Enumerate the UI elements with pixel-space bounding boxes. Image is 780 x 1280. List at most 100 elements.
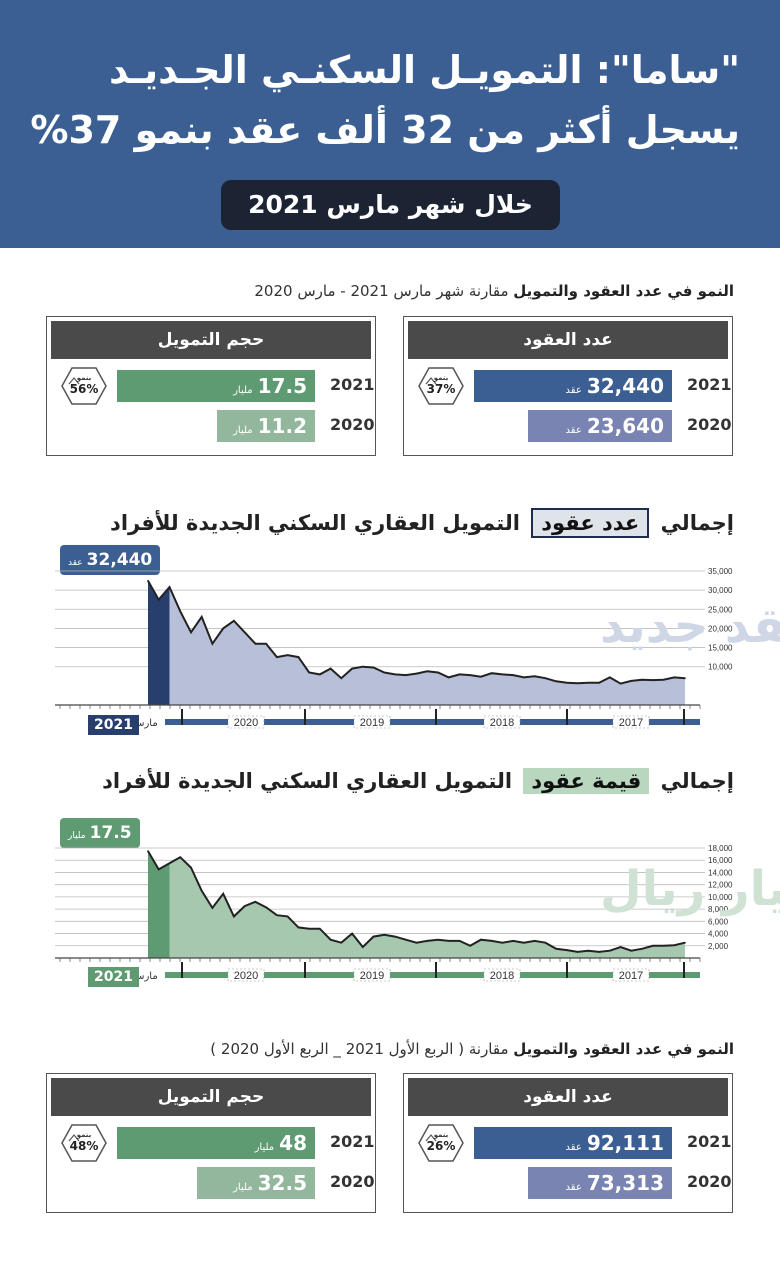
data-point	[609, 676, 611, 679]
callout-unit: عقد	[68, 558, 83, 568]
growth-value: 48%	[69, 1139, 99, 1153]
y-tick-label: 25,000	[708, 605, 733, 614]
data-point	[394, 673, 396, 676]
bar-unit: مليار	[233, 385, 253, 396]
year-label-box	[227, 715, 265, 729]
data-point	[512, 940, 514, 942]
data-point	[501, 941, 504, 944]
data-point	[308, 671, 310, 674]
data-point	[372, 935, 375, 938]
bar-2021: 92,111 عقد	[474, 1127, 672, 1159]
growth-badge: بنمو 37%	[418, 366, 464, 406]
data-point	[662, 945, 665, 947]
section-heading-month: النمو في عدد العقود والتمويل مقارنة شهر …	[254, 282, 734, 300]
year-label-box	[353, 968, 391, 982]
chart2-callout: 17.5مليار	[60, 818, 140, 848]
year-label-2021: 2021	[330, 1132, 375, 1151]
chart1-area-chart: 10,000 15,000 20,000 25,000 30,000 35,000 عقد …	[55, 567, 780, 729]
callout-unit: مليار	[68, 831, 86, 841]
data-point	[147, 850, 149, 852]
chart-watermark: مليار ريال	[600, 861, 780, 917]
series-area	[148, 580, 685, 705]
data-point	[555, 680, 557, 683]
data-point	[566, 949, 568, 951]
y-tick-label: 30,000	[708, 586, 733, 595]
y-tick-label: 4,000	[708, 930, 729, 939]
data-point	[222, 627, 224, 630]
data-point	[340, 677, 343, 679]
section-heading-bold: النمو في عدد العقود والتمويل	[513, 282, 734, 300]
year-label: 2018	[490, 717, 514, 729]
section-heading-quarter: النمو في عدد العقود والتمويل مقارنة ( ال…	[210, 1040, 734, 1058]
year-label: 2019	[360, 970, 384, 982]
data-point	[437, 938, 439, 941]
data-point	[319, 927, 321, 930]
data-point	[490, 672, 493, 674]
hero-banner: "ساما": التمويـل السكنـي الجـديـد يسجل أ…	[0, 0, 780, 248]
data-point	[544, 677, 547, 679]
data-point	[179, 610, 181, 612]
data-point	[630, 680, 633, 682]
y-tick-label: 16,000	[708, 856, 733, 865]
data-point	[351, 667, 353, 670]
year-strip	[165, 719, 700, 725]
bar-2021: 17.5 مليار	[117, 370, 315, 402]
year-label-box	[227, 968, 265, 982]
year-label-2020: 2020	[687, 1172, 732, 1191]
growth-value: 56%	[69, 382, 99, 396]
data-point	[362, 665, 364, 668]
data-point	[576, 951, 579, 953]
card-title: حجم التمويل	[51, 321, 371, 359]
chart-heading-pre: إجمالي	[660, 511, 734, 535]
chart2-area-chart: 2,000 4,000 6,000 8,000 10,000 12,000 14,000 16…	[55, 844, 780, 982]
callout-value: 17.5	[89, 823, 132, 843]
bar-value: 11.2	[257, 414, 307, 438]
chart-heading-post: التمويل العقاري السكني الجديدة للأفراد	[110, 511, 520, 535]
data-point	[501, 673, 504, 676]
data-point	[200, 616, 203, 618]
data-point	[652, 679, 654, 681]
data-point	[211, 907, 214, 909]
bar-unit: عقد	[565, 425, 582, 436]
chart1-year-tag: 2021	[88, 715, 139, 735]
data-point	[458, 673, 461, 676]
data-point	[233, 620, 235, 622]
data-point	[157, 598, 160, 601]
data-point	[405, 674, 407, 676]
year-label-2021: 2021	[687, 375, 732, 394]
bar-2021: 48 مليار	[117, 1127, 315, 1159]
data-point	[276, 914, 278, 916]
data-point	[684, 677, 686, 679]
data-point	[469, 674, 472, 676]
data-point	[351, 932, 353, 935]
data-point	[297, 926, 300, 929]
year-label: 2020	[234, 717, 258, 729]
y-tick-label: 14,000	[708, 868, 733, 877]
callout-value: 32,440	[86, 550, 153, 570]
y-tick-label: 10,000	[708, 663, 733, 672]
data-point	[619, 946, 622, 948]
data-point	[362, 946, 364, 948]
year-label-2020: 2020	[687, 415, 732, 434]
growth-value: 26%	[426, 1139, 456, 1153]
data-point	[684, 941, 686, 944]
hexagon-icon	[61, 367, 107, 405]
year-label-box	[483, 715, 521, 729]
data-point	[286, 654, 289, 656]
data-point	[480, 675, 482, 678]
bar-unit: مليار	[233, 1182, 253, 1193]
growth-label: بنمو	[433, 374, 449, 382]
data-point	[458, 940, 461, 942]
growth-badge: بنمو 48%	[61, 1123, 107, 1163]
chart1-callout: 32,440عقد	[60, 545, 161, 575]
section-heading-bold: النمو في عدد العقود والتمويل	[513, 1040, 734, 1058]
data-point	[308, 927, 310, 930]
data-point	[576, 682, 579, 684]
data-point	[383, 671, 386, 674]
hexagon-icon	[418, 1124, 464, 1162]
financing-card-quarter: حجم التمويل 2021 2020 48مليار 32.5مليار …	[46, 1073, 376, 1213]
bar-2020: 73,313 عقد	[528, 1167, 672, 1199]
y-tick-label: 15,000	[708, 644, 733, 653]
card-title: عدد العقود	[408, 1078, 728, 1116]
data-point	[179, 856, 181, 858]
